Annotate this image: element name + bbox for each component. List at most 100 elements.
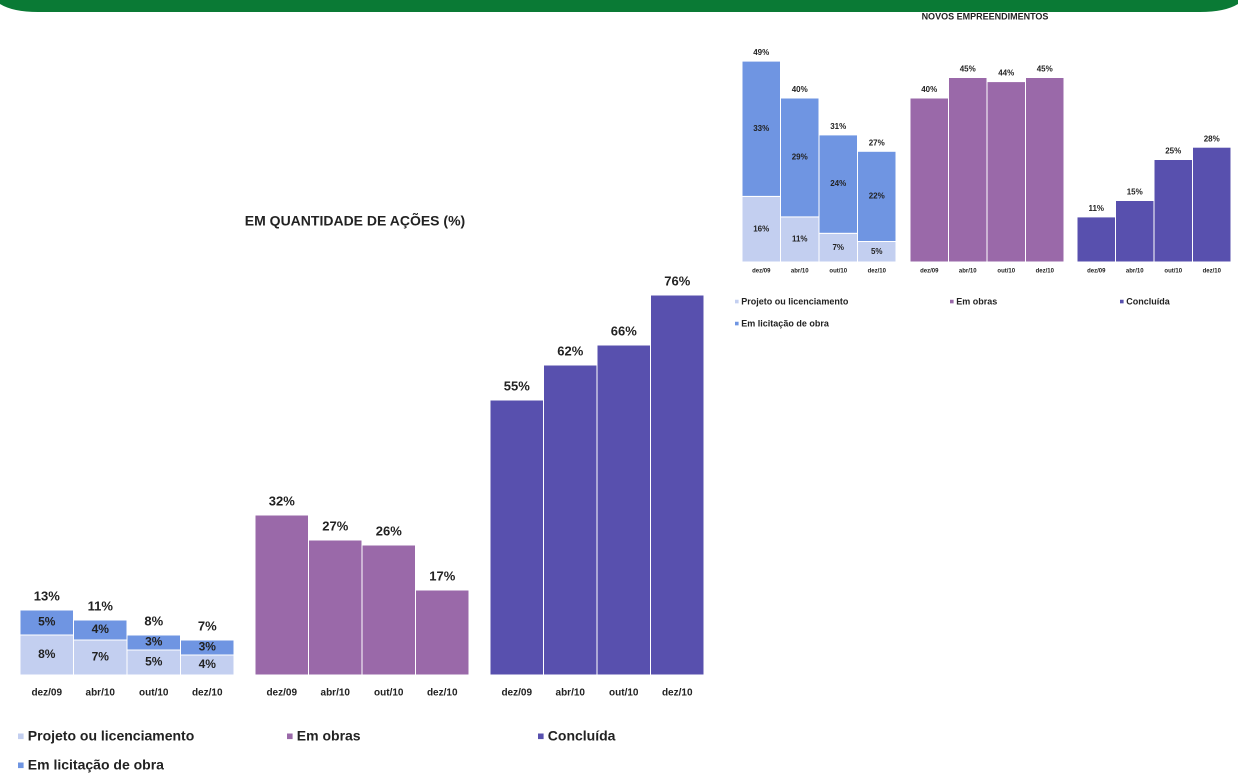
data-label: 3%: [199, 640, 217, 654]
bar: [1025, 77, 1065, 263]
x-tick-label: abr/10: [321, 688, 351, 699]
data-label: 3%: [145, 635, 163, 649]
data-label: 8%: [38, 647, 56, 661]
total-label: 31%: [830, 122, 846, 131]
data-label: 45%: [1037, 65, 1053, 74]
legend-swatch: [18, 762, 24, 769]
legend-label: Em obras: [956, 296, 997, 306]
x-tick-label: out/10: [609, 688, 639, 699]
bar: [308, 539, 363, 676]
data-label: 44%: [998, 69, 1014, 78]
x-tick-label: dez/09: [501, 688, 532, 699]
legend-swatch: [735, 299, 739, 304]
data-label: 62%: [557, 343, 583, 358]
bar: [1192, 146, 1232, 263]
x-tick-label: out/10: [1164, 269, 1182, 275]
x-tick-label: abr/10: [791, 269, 809, 275]
x-tick-label: dez/10: [662, 688, 693, 699]
legend-swatch: [538, 733, 544, 740]
data-label: 40%: [921, 85, 937, 94]
legend-label: Em obras: [297, 728, 361, 744]
data-label: 25%: [1165, 147, 1181, 156]
legend-swatch: [735, 321, 739, 326]
bar: [909, 97, 949, 263]
bar: [1153, 159, 1193, 263]
x-tick-label: dez/09: [920, 269, 939, 275]
bar: [780, 216, 820, 263]
x-tick-label: abr/10: [1126, 269, 1144, 275]
data-label: 66%: [611, 323, 637, 338]
legend-swatch: [287, 733, 293, 740]
data-label: 5%: [38, 615, 56, 629]
data-label: 45%: [960, 65, 976, 74]
x-tick-label: out/10: [829, 269, 847, 275]
data-label: 5%: [145, 655, 163, 669]
total-label: 7%: [198, 618, 217, 633]
data-label: 76%: [664, 273, 690, 288]
total-label: 27%: [869, 138, 885, 147]
bar: [180, 639, 235, 656]
data-label: 17%: [429, 568, 455, 583]
bar: [361, 544, 416, 676]
data-label: 24%: [830, 179, 846, 188]
bar: [986, 81, 1026, 263]
x-tick-label: dez/10: [427, 688, 458, 699]
total-label: 40%: [792, 85, 808, 94]
x-tick-label: abr/10: [556, 688, 586, 699]
x-tick-label: dez/09: [266, 688, 297, 699]
legend-swatch: [950, 299, 954, 304]
data-label: 22%: [869, 192, 885, 201]
bar: [948, 77, 988, 263]
legend-label: Em licitação de obra: [28, 757, 164, 773]
bar: [1115, 200, 1155, 263]
chart-title: NOVOS EMPREENDIMENTOS: [922, 11, 1049, 21]
bar: [1076, 216, 1116, 263]
data-label: 29%: [792, 153, 808, 162]
data-label: 11%: [1088, 204, 1104, 213]
x-tick-label: out/10: [139, 688, 169, 699]
bar: [19, 634, 74, 676]
x-tick-label: abr/10: [959, 269, 977, 275]
bar: [489, 399, 544, 676]
legend-swatch: [1120, 299, 1124, 304]
x-tick-label: dez/09: [1087, 269, 1106, 275]
legend-label: Em licitação de obra: [741, 318, 830, 328]
bar: [857, 150, 897, 242]
bar: [415, 589, 470, 676]
data-label: 7%: [92, 650, 110, 664]
x-tick-label: dez/10: [192, 688, 223, 699]
data-label: 32%: [269, 493, 295, 508]
bar: [741, 60, 781, 197]
total-label: 8%: [144, 613, 163, 628]
x-tick-label: dez/10: [1203, 269, 1222, 275]
x-tick-label: abr/10: [86, 688, 116, 699]
bar: [741, 195, 781, 263]
top-banner: [0, 0, 1238, 12]
data-label: 5%: [871, 247, 883, 256]
bar: [19, 609, 74, 636]
legend-label: Projeto ou licenciamento: [741, 296, 849, 306]
bar: [596, 344, 651, 676]
x-tick-label: out/10: [997, 269, 1015, 275]
x-tick-label: dez/09: [752, 269, 771, 275]
bar: [126, 649, 181, 676]
data-label: 4%: [199, 657, 217, 671]
data-label: 26%: [376, 523, 402, 538]
total-label: 13%: [34, 588, 60, 603]
x-tick-label: dez/10: [868, 269, 887, 275]
bar: [543, 364, 598, 676]
x-tick-label: dez/09: [31, 688, 62, 699]
data-label: 27%: [322, 518, 348, 533]
bar: [818, 134, 858, 234]
legend-label: Concluída: [548, 728, 616, 744]
data-label: 11%: [792, 235, 808, 244]
data-label: 28%: [1204, 134, 1220, 143]
total-label: 11%: [88, 598, 114, 613]
chart-title: EM QUANTIDADE DE AÇÕES (%): [245, 212, 465, 229]
data-label: 4%: [92, 622, 110, 636]
legend-label: Concluída: [1126, 296, 1170, 306]
legend-swatch: [18, 733, 24, 740]
data-label: 7%: [832, 243, 844, 252]
x-tick-label: dez/10: [1036, 269, 1055, 275]
